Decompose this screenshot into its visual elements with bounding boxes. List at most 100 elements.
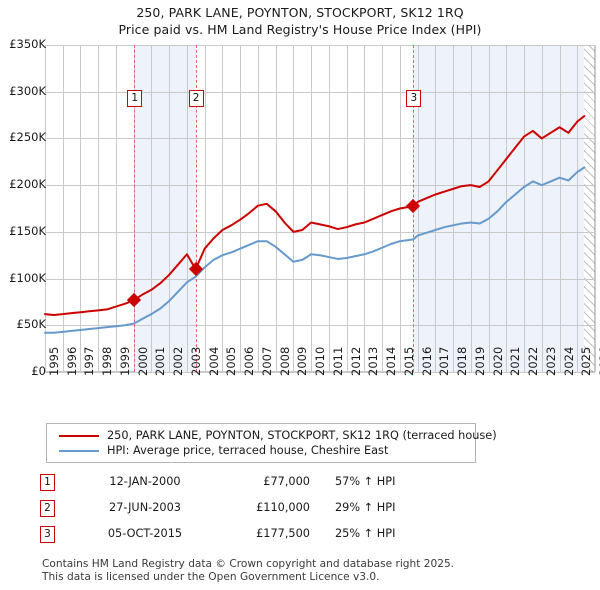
x-axis-tick-label: 2010 [313, 346, 328, 376]
x-axis-tick-label: 2011 [330, 346, 345, 376]
gridline-vertical [347, 45, 348, 372]
footer-attribution: Contains HM Land Registry data © Crown c… [42, 558, 582, 583]
x-axis-tick-label: 2005 [224, 346, 239, 376]
x-axis-tick-label: 2006 [242, 346, 257, 376]
y-axis-tick-label: £150K [9, 223, 46, 238]
transaction-date: 05-OCT-2015 [107, 527, 183, 540]
event-line-1 [134, 45, 136, 372]
transaction-hpi-delta: 25% ↑ HPI [335, 527, 396, 540]
x-axis-tick-label: 2023 [543, 346, 558, 376]
y-axis-tick-label: £350K [9, 37, 46, 51]
gridline-vertical [471, 45, 472, 372]
x-axis-tick-label: 2019 [472, 346, 487, 376]
transaction-hpi-delta: 57% ↑ HPI [335, 475, 396, 488]
gridline-horizontal [45, 279, 595, 280]
transaction-row: 3 05-OCT-2015 £177,500 25% ↑ HPI [40, 524, 460, 550]
transaction-row: 2 27-JUN-2003 £110,000 29% ↑ HPI [40, 498, 460, 524]
x-axis-tick-label: 2009 [295, 346, 310, 376]
gridline-horizontal [45, 138, 595, 139]
legend-row-series2: HPI: Average price, terraced house, Ches… [53, 443, 469, 458]
gridline-vertical [453, 45, 454, 372]
gridline-vertical [205, 45, 206, 372]
gridline-vertical [595, 45, 596, 372]
gridline-vertical [329, 45, 330, 372]
x-axis-tick-label: 1995 [47, 346, 61, 376]
transaction-date: 27-JUN-2003 [109, 501, 181, 514]
gridline-vertical [364, 45, 365, 372]
gridline-vertical [435, 45, 436, 372]
gridline-vertical [418, 45, 419, 372]
x-axis-tick-label: 2008 [277, 346, 292, 376]
x-axis-tick-label: 1997 [82, 346, 97, 376]
gridline-vertical [542, 45, 543, 372]
gridline-horizontal [45, 372, 595, 373]
transaction-index-badge: 3 [40, 526, 55, 543]
x-axis-tick-label: 2000 [135, 346, 150, 376]
y-axis-tick-label: £0 [31, 364, 46, 378]
gridline-vertical [169, 45, 170, 372]
x-axis-tick-label: 2015 [401, 346, 416, 376]
gridline-vertical [45, 45, 46, 372]
x-axis-tick-label: 2007 [259, 346, 274, 376]
page-title: 250, PARK LANE, POYNTON, STOCKPORT, SK12… [0, 4, 600, 38]
legend-row-series1: 250, PARK LANE, POYNTON, STOCKPORT, SK12… [53, 428, 497, 443]
transaction-price: £77,000 [263, 475, 310, 488]
price-history-chart [44, 45, 596, 373]
transaction-row: 1 12-JAN-2000 £77,000 57% ↑ HPI [40, 472, 460, 498]
gridline-vertical [222, 45, 223, 372]
series-line-1 [44, 115, 586, 317]
x-axis-tick-label: 2025 [579, 346, 594, 376]
hatched-projection-region [584, 45, 595, 372]
gridline-vertical [151, 45, 152, 372]
y-axis-tick-label: £100K [9, 270, 46, 285]
gridline-vertical [63, 45, 64, 372]
title-line-1: 250, PARK LANE, POYNTON, STOCKPORT, SK12… [136, 5, 464, 20]
title-line-2: Price paid vs. HM Land Registry's House … [118, 22, 482, 37]
gridline-vertical [80, 45, 81, 372]
y-axis-tick-label: £50K [16, 317, 47, 332]
x-axis-tick-label: 2014 [384, 346, 399, 376]
gridline-vertical [98, 45, 99, 372]
transaction-price: £177,500 [256, 527, 310, 540]
y-axis-tick-label: £300K [9, 83, 46, 98]
legend-label-series1: 250, PARK LANE, POYNTON, STOCKPORT, SK12… [107, 429, 497, 442]
gridline-vertical [116, 45, 117, 372]
gridline-horizontal [45, 92, 595, 93]
gridline-vertical [187, 45, 188, 372]
gridline-vertical [293, 45, 294, 372]
y-axis-tick-label: £200K [9, 177, 46, 192]
footer-line-2: This data is licensed under the Open Gov… [42, 570, 380, 583]
gridline-vertical [258, 45, 259, 372]
gridline-vertical [506, 45, 507, 372]
x-axis-tick-label: 2013 [366, 346, 381, 376]
x-axis-tick-label: 2001 [153, 346, 168, 376]
gridline-vertical [382, 45, 383, 372]
marker-box-1: 1 [127, 90, 143, 107]
marker-box-2: 2 [188, 90, 204, 107]
gridline-vertical [240, 45, 241, 372]
x-axis-tick-label: 2016 [419, 346, 434, 376]
gridline-vertical [311, 45, 312, 372]
gridline-horizontal [45, 45, 595, 46]
gridline-horizontal [45, 185, 595, 186]
x-axis-tick-label: 1996 [64, 346, 79, 376]
x-axis-tick-label: 2003 [188, 346, 203, 376]
legend-label-series2: HPI: Average price, terraced house, Ches… [107, 444, 389, 457]
x-axis-tick-label: 2024 [561, 346, 576, 376]
gridline-horizontal [45, 232, 595, 233]
transaction-price: £110,000 [256, 501, 310, 514]
marker-box-3: 3 [406, 90, 422, 107]
transaction-index-badge: 1 [40, 474, 55, 491]
gridline-vertical [524, 45, 525, 372]
transactions-table: 1 12-JAN-2000 £77,000 57% ↑ HPI 2 27-JUN-2003… [40, 472, 460, 550]
x-axis-tick-label: 2017 [437, 346, 452, 376]
x-axis-tick-label: 2022 [526, 346, 541, 376]
gridline-vertical [276, 45, 277, 372]
x-axis-tick-label: 1998 [100, 346, 115, 376]
gridline-horizontal [45, 325, 595, 326]
x-axis-tick-label: 2012 [348, 346, 363, 376]
gridline-vertical [560, 45, 561, 372]
x-axis-tick-label: 2020 [490, 346, 505, 376]
x-axis-tick-label: 2004 [206, 346, 221, 376]
